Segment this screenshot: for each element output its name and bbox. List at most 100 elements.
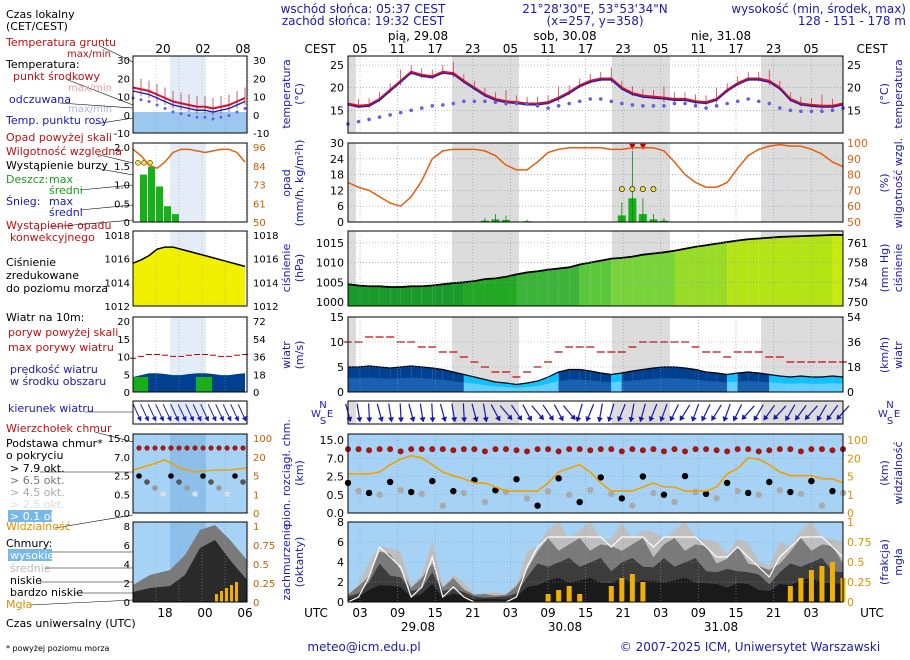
wind-mean-area — [453, 381, 464, 392]
hour-bottom-label: 03 — [653, 606, 668, 620]
pressure-area — [737, 239, 749, 306]
legend-rain-max: max — [49, 173, 73, 186]
wind-label-left: wiatr — [280, 341, 293, 369]
precip-tick-left: 6 — [337, 200, 344, 213]
legend-connector — [94, 431, 134, 443]
mini-cloud-top-dot — [216, 445, 222, 451]
elevation-label: wysokość (min, środek, max) — [731, 2, 906, 16]
wind-arrow-head — [691, 416, 697, 422]
cloud-base-dot — [386, 478, 394, 486]
temp-label-left: temperatura — [280, 59, 293, 128]
precip-tick-right: 70 — [847, 184, 861, 197]
dew-point-dot — [714, 104, 719, 108]
cloud-cover-tick-left: 0 — [337, 596, 344, 609]
hour-top-label: 11 — [691, 42, 706, 56]
pressure-area — [516, 272, 528, 306]
legend-mid: średnie — [10, 562, 51, 575]
hour-top-label: 05 — [653, 42, 668, 56]
mini-cloud-base-dot — [152, 485, 158, 491]
cloud-top-dot — [576, 446, 583, 453]
fog-bar — [556, 590, 562, 602]
wind-arrow — [522, 404, 533, 422]
legend-humidity: Wilgotność względna — [6, 145, 122, 158]
dew-point-dot — [514, 101, 519, 106]
mini-wind-arrow-head — [204, 415, 209, 422]
cloud-top-dot — [534, 446, 541, 453]
fog-bar — [829, 562, 835, 602]
hour-bottom-label: 03 — [352, 606, 367, 620]
wind-mean-area — [832, 383, 843, 392]
cloud-base-dot — [639, 473, 647, 480]
local-time-label: Czas lokalny — [6, 8, 75, 21]
legend-precip-above: Opad powyżej skali — [6, 131, 112, 144]
mini-precip-border — [132, 142, 248, 223]
legend-cloud-base-2: o pokryciu — [6, 449, 63, 462]
mini-wind-arrow — [132, 404, 142, 422]
wind-mean-area — [611, 381, 622, 392]
cloud-top-dot — [629, 446, 636, 453]
wind-arrow-head — [538, 414, 545, 421]
wind-arrow-head — [570, 414, 576, 421]
cloud-top-dot — [787, 446, 794, 453]
mini-hour-top: 08 — [235, 42, 250, 56]
cloud-base-dot — [734, 487, 741, 495]
legend-wind-dir: kierunek wiatru — [8, 402, 94, 415]
mini-fog-bar — [235, 582, 238, 602]
mini-pressure-border — [132, 230, 248, 307]
cloud-top-dot — [555, 448, 562, 455]
pressure-area — [411, 286, 422, 306]
wind-arrow-head — [472, 416, 479, 423]
hour-bottom-label: 03 — [503, 606, 518, 620]
dew-point-dot — [609, 99, 614, 104]
wind-arrow — [387, 403, 394, 423]
legend-storm: Wystąpienie burzy — [6, 159, 108, 172]
cloud-top-dot — [366, 447, 373, 454]
wind-arrow-head — [366, 417, 373, 423]
cloud-base-dot — [365, 489, 373, 497]
wind-mean-area — [495, 386, 506, 392]
legend-connector — [99, 168, 134, 176]
legend-connector — [94, 117, 134, 125]
mini-cloud-cover-tick-right: 0.75 — [253, 541, 275, 552]
cloud-base-dot — [565, 491, 573, 498]
mini-cloud-cover-tick-left: 6 — [124, 541, 130, 552]
hour-bottom-label: 09 — [540, 606, 555, 620]
wind-mean-area — [779, 383, 791, 392]
legend-connector — [79, 184, 134, 191]
wind-mean-area — [463, 382, 475, 392]
cloud-base-tick-left: 7.0 — [327, 452, 345, 465]
pressure-area — [495, 276, 506, 306]
cloud-top-dot — [450, 447, 457, 454]
wind-arrow-head — [836, 414, 842, 420]
dew-point-dot — [493, 100, 498, 104]
cloud-base-bg — [348, 434, 843, 513]
wind-mean-area — [358, 377, 370, 392]
cloud-top-dot — [713, 447, 720, 454]
wind-mean-area — [737, 381, 749, 392]
legend-deviation: odczuwana — [9, 93, 71, 106]
cloud-base-dot — [650, 489, 657, 497]
mini-precip-tick-right: 84 — [253, 162, 266, 173]
pressure-area — [358, 285, 370, 306]
cloud-top-dot — [745, 446, 752, 453]
compass-e-left: E — [327, 409, 333, 420]
dew-point-dot — [693, 104, 698, 108]
wind-mean-area — [390, 378, 401, 392]
wind-arrow-head — [419, 416, 426, 423]
dew-point-dot — [704, 106, 708, 110]
mini-cloud-top-dot — [136, 445, 142, 451]
dew-point-dot — [799, 109, 803, 114]
mini-rain-bar — [148, 166, 155, 222]
wind-arrow — [804, 405, 818, 420]
wind-arrow — [753, 404, 764, 422]
mini-pressure-tick-left: 1014 — [105, 278, 130, 289]
cloud-top-dot — [682, 448, 689, 455]
email-link[interactable]: meteo@icm.edu.pl — [307, 640, 420, 654]
precip-panel-night-2 — [612, 143, 670, 222]
temp-tick-right: 20 — [847, 82, 861, 95]
cloud-base-dot — [555, 475, 562, 482]
wind-arrow-head — [617, 416, 623, 422]
mini-cloud-base-tick-left: 0.5 — [114, 490, 130, 501]
wind-mean-area — [632, 379, 643, 392]
pressure-area — [748, 238, 759, 306]
